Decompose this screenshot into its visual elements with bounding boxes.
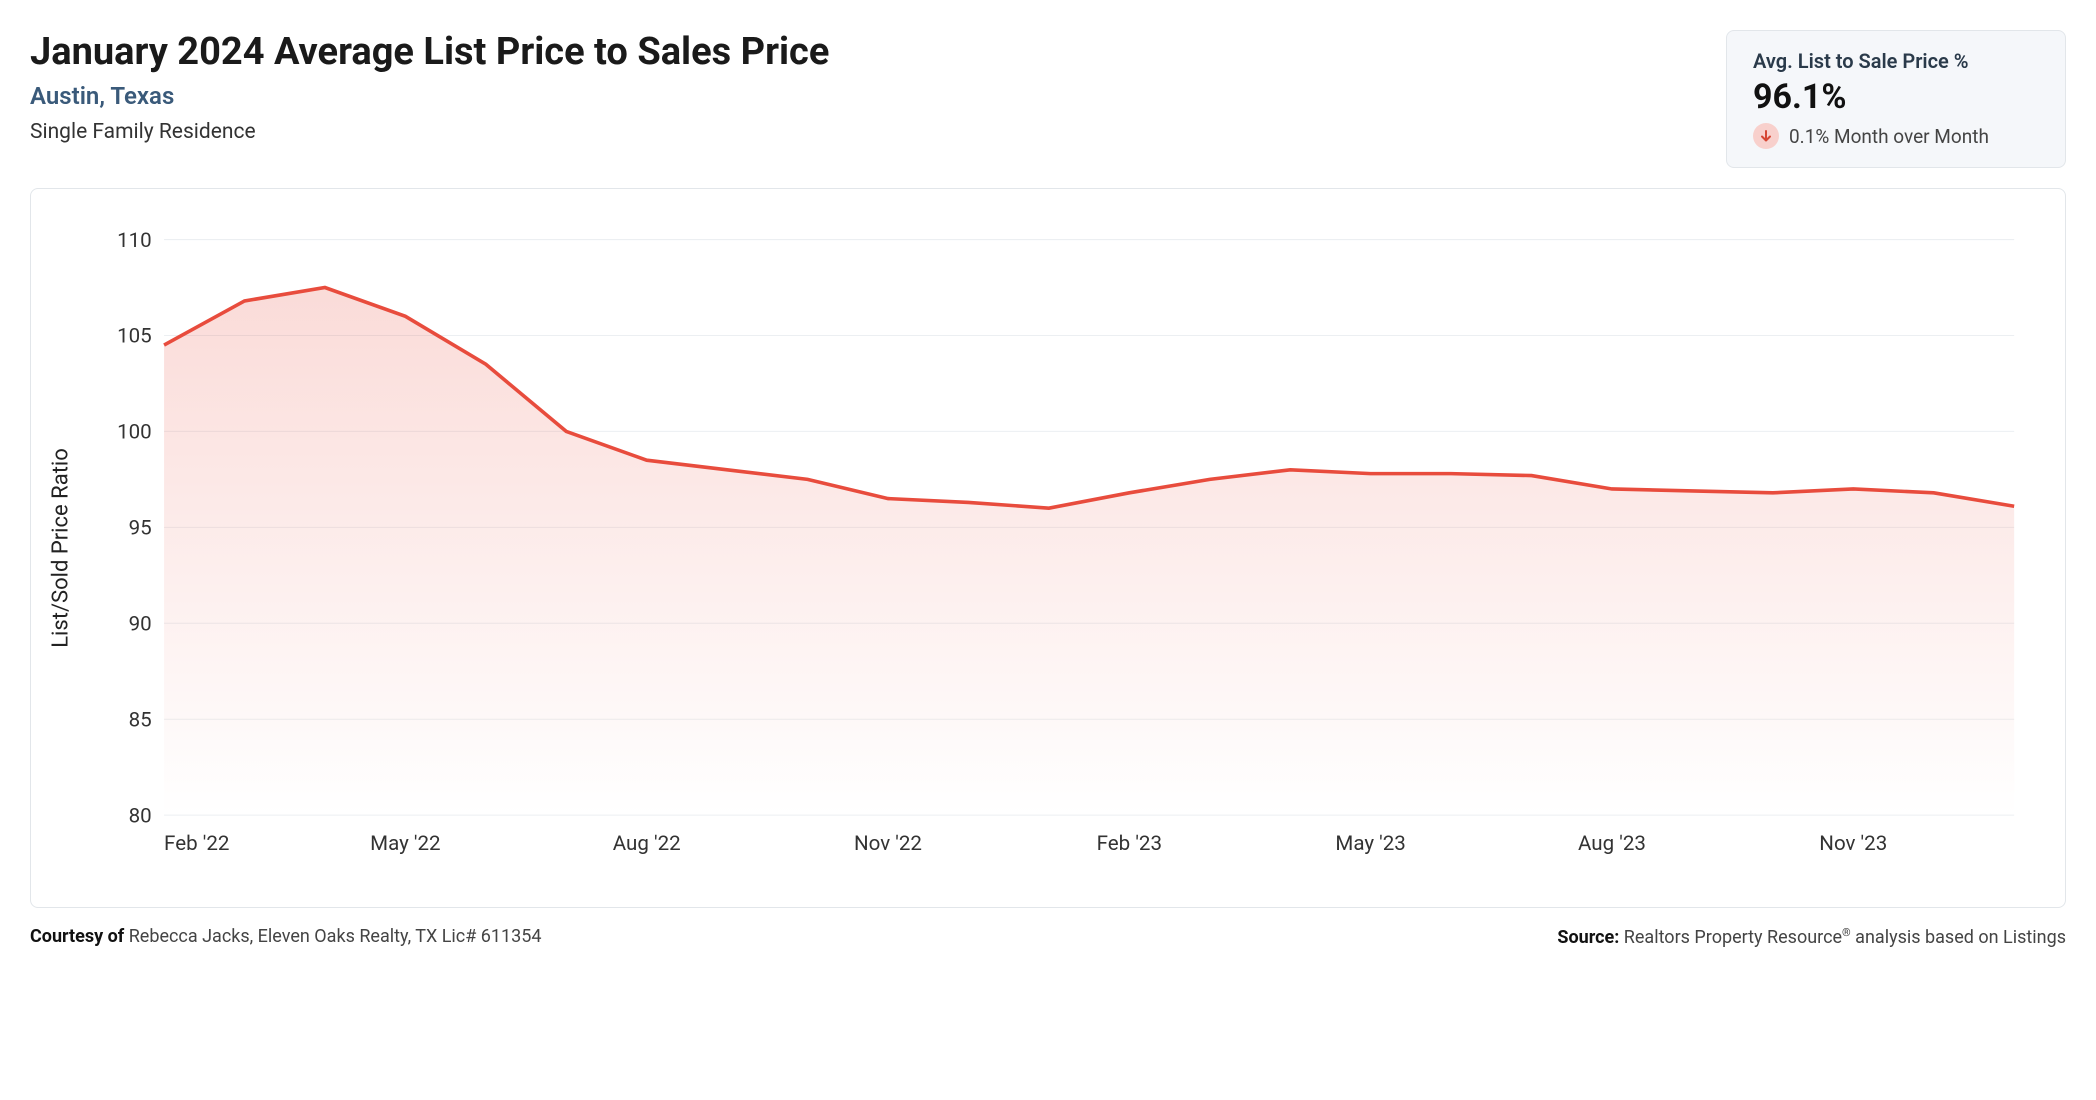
- source-value-pre: Realtors Property Resource: [1624, 927, 1842, 948]
- y-tick-label: 95: [129, 517, 152, 541]
- x-tick-label: Nov '22: [854, 832, 922, 856]
- source-label: Source:: [1557, 927, 1623, 948]
- stat-label: Avg. List to Sale Price %: [1753, 49, 2039, 73]
- chart-card: List/Sold Price Ratio 80 85 90 95 100 105 110 F…: [30, 188, 2066, 908]
- y-axis-title: List/Sold Price Ratio: [49, 448, 74, 648]
- x-tick-label: Nov '23: [1819, 832, 1887, 856]
- footer-row: Courtesy of Rebecca Jacks, Eleven Oaks R…: [30, 926, 2066, 948]
- y-tick-label: 110: [117, 229, 152, 253]
- source-value-post: analysis based on Listings: [1851, 927, 2066, 948]
- stat-value: 96.1%: [1753, 77, 2039, 117]
- arrow-down-icon: [1753, 123, 1779, 149]
- y-tick-label: 100: [117, 421, 152, 445]
- title-block: January 2024 Average List Price to Sales…: [30, 30, 829, 144]
- header-row: January 2024 Average List Price to Sales…: [30, 30, 2066, 168]
- courtesy-label: Courtesy of: [30, 926, 129, 947]
- y-tick-label: 80: [129, 804, 152, 828]
- x-tick-label: Feb '23: [1097, 832, 1162, 856]
- courtesy-value: Rebecca Jacks, Eleven Oaks Realty, TX Li…: [129, 926, 542, 947]
- x-tick-label: May '23: [1335, 832, 1405, 856]
- line-chart: 80 85 90 95 100 105 110 Feb '22 May '22 Aug '22 No…: [51, 219, 2045, 877]
- stat-change-text: 0.1% Month over Month: [1789, 125, 1989, 148]
- y-tick-label: 105: [117, 325, 152, 349]
- registered-mark: ®: [1842, 926, 1851, 939]
- x-tick-label: Aug '22: [613, 832, 681, 856]
- chart-area: [164, 288, 2014, 816]
- stat-change: 0.1% Month over Month: [1753, 123, 2039, 149]
- x-tick-label: Feb '22: [164, 832, 229, 856]
- x-tick-label: Aug '23: [1578, 832, 1646, 856]
- x-tick-label: May '22: [370, 832, 440, 856]
- courtesy-text: Courtesy of Rebecca Jacks, Eleven Oaks R…: [30, 926, 541, 948]
- y-tick-label: 90: [129, 612, 152, 636]
- source-text: Source: Realtors Property Resource® anal…: [1557, 926, 2066, 948]
- page-title: January 2024 Average List Price to Sales…: [30, 30, 829, 74]
- y-tick-label: 85: [129, 708, 152, 732]
- chart-wrap: List/Sold Price Ratio 80 85 90 95 100 105 110 F…: [51, 219, 2045, 877]
- location-text: Austin, Texas: [30, 82, 829, 110]
- summary-stat-card: Avg. List to Sale Price % 96.1% 0.1% Mon…: [1726, 30, 2066, 168]
- property-subtype: Single Family Residence: [30, 120, 829, 144]
